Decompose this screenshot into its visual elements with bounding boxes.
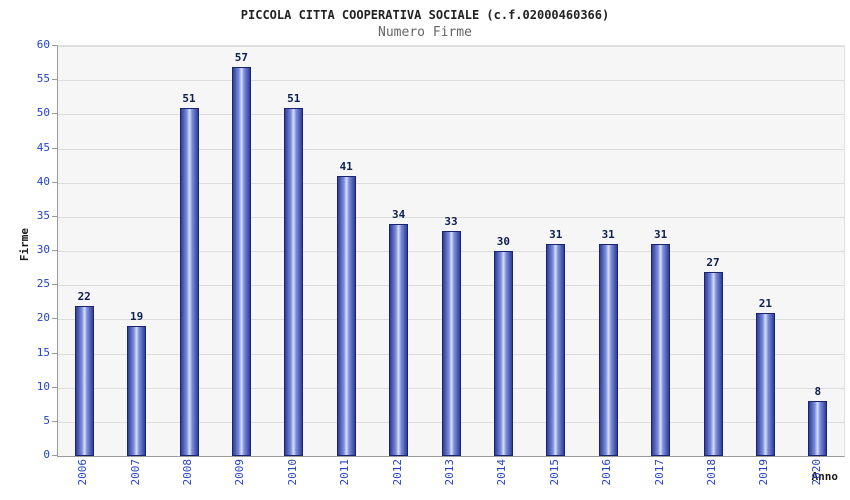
- y-tick-label: 45: [36, 140, 50, 154]
- y-tick-label: 0: [43, 448, 50, 461]
- bar: [231, 66, 251, 456]
- bar-value-label: 51: [182, 91, 196, 105]
- bar: [651, 244, 671, 456]
- y-tick-label: 5: [43, 413, 50, 427]
- y-tick-mark: [52, 215, 57, 217]
- x-axis-title: Anno: [811, 470, 839, 483]
- plot-area: 22 19 51 57 51 41 34 33 30 31 31 31 27 21 8: [57, 45, 845, 457]
- y-tick-mark: [52, 284, 57, 286]
- x-tick-label: 2013: [443, 459, 456, 486]
- gridline: [58, 80, 844, 82]
- bar: [74, 305, 94, 456]
- bar-value-label: 31: [601, 228, 615, 242]
- y-tick-mark: [52, 147, 57, 149]
- bar-value-label: 21: [758, 296, 773, 310]
- bar-value-label: 8: [814, 385, 822, 399]
- bar-value-label: 31: [549, 228, 563, 242]
- x-tick-label: 2016: [600, 459, 614, 486]
- bar-value-label: 27: [706, 255, 720, 269]
- y-tick-mark: [52, 455, 57, 456]
- y-tick-label: 55: [36, 72, 50, 86]
- y-tick-mark: [52, 113, 57, 115]
- y-tick-label: 60: [36, 38, 50, 51]
- gridline: [58, 148, 844, 150]
- y-tick-label: 40: [36, 174, 50, 188]
- bar-value-label: 41: [339, 159, 353, 173]
- bar-value-label: 30: [496, 235, 511, 248]
- y-tick-mark: [52, 386, 57, 388]
- x-tick-label: 2017: [652, 459, 666, 486]
- gridline: [58, 182, 844, 184]
- chart-subtitle: Numero Firme: [378, 25, 472, 40]
- x-tick-label: 2014: [495, 459, 509, 486]
- y-tick-label: 10: [36, 379, 50, 393]
- y-tick-label: 25: [36, 277, 50, 291]
- bar: [441, 230, 461, 456]
- bar: [493, 251, 513, 456]
- chart-title: PICCOLA CITTA COOPERATIVA SOCIALE (c.f.0…: [240, 8, 610, 22]
- bar: [284, 107, 304, 456]
- bar: [598, 244, 618, 456]
- x-tick-label: 2006: [76, 459, 90, 486]
- y-tick-mark: [52, 250, 57, 251]
- y-tick-label: 30: [36, 243, 50, 256]
- x-tick-label: 2019: [757, 459, 771, 486]
- y-tick-label: 20: [36, 311, 50, 325]
- x-tick-label: 2007: [128, 459, 142, 486]
- bar: [127, 326, 147, 456]
- x-tick-label: 2009: [233, 459, 247, 486]
- y-tick-mark: [52, 181, 57, 183]
- bar-value-label: 57: [234, 50, 249, 64]
- x-tick-label: 2008: [181, 459, 194, 486]
- bar: [179, 107, 199, 456]
- bar: [755, 312, 775, 456]
- bar-value-label: 22: [77, 289, 91, 303]
- gridline: [58, 114, 844, 116]
- y-tick-mark: [52, 420, 57, 422]
- bar-value-label: 31: [653, 228, 668, 242]
- bar-value-label: 34: [391, 207, 406, 221]
- bar: [546, 244, 566, 456]
- bar-value-label: 33: [444, 214, 458, 228]
- x-tick-label: 2010: [285, 459, 299, 486]
- gridline: [58, 216, 844, 218]
- y-tick-label: 35: [36, 208, 50, 222]
- y-tick-mark: [52, 79, 57, 81]
- bar-value-label: 51: [287, 91, 301, 105]
- bar-value-label: 19: [129, 310, 144, 324]
- y-tick-mark: [52, 318, 57, 320]
- x-tick-label: 2012: [390, 459, 404, 486]
- gridline: [58, 46, 844, 47]
- x-tick-label: 2018: [705, 459, 718, 486]
- y-tick-label: 15: [36, 345, 50, 359]
- bar: [703, 271, 723, 456]
- bar: [808, 401, 828, 456]
- bar: [389, 223, 409, 456]
- y-tick-mark: [52, 45, 57, 46]
- x-tick-label: 2020: [809, 459, 823, 486]
- bar: [336, 175, 356, 456]
- x-tick-label: 2015: [547, 459, 561, 486]
- y-tick-mark: [52, 352, 57, 354]
- y-tick-label: 50: [36, 106, 50, 120]
- x-tick-label: 2011: [338, 459, 352, 486]
